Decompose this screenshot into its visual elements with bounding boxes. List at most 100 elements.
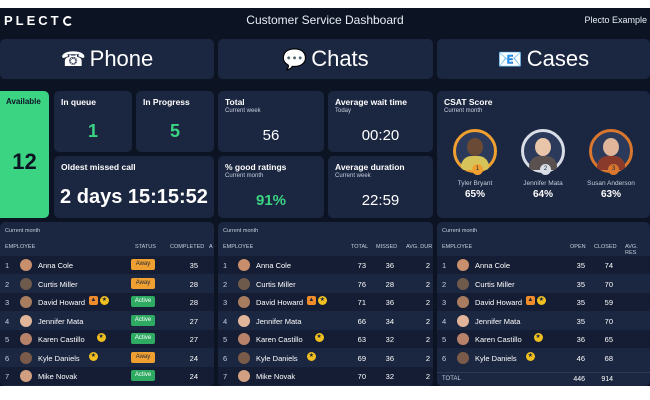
table-row[interactable]: 2 Curtis Miller 35 70 (437, 275, 650, 293)
good-ratings-tile: % good ratings Current month 91% (218, 156, 324, 218)
avatar (238, 259, 250, 271)
csat-person-name: Tyler Bryant (457, 180, 493, 187)
total-value: 69 (357, 353, 366, 363)
in-progress-tile: In Progress 5 (136, 91, 214, 152)
table-row[interactable]: 3 David Howard ▲ ★ 71 36 2 (218, 293, 433, 311)
avatar (457, 259, 469, 271)
avg-duration-value: 2 (425, 372, 430, 381)
table-period: Current month (223, 228, 259, 234)
open-value: 35 (576, 261, 585, 270)
col-more[interactable]: A (209, 244, 213, 250)
table-row[interactable]: 1 Anna Cole 35 74 (437, 256, 650, 274)
table-row[interactable]: 4 Jennifer Mata 35 70 (437, 312, 650, 330)
table-row[interactable]: 3 David Howard ▲ ★ 35 59 (437, 293, 650, 311)
missed-value: 32 (385, 372, 394, 381)
completed-value: 28 (189, 279, 198, 289)
table-row[interactable]: 3 David Howard ▲ ★ Active 28 (0, 293, 214, 311)
total-value: 66 (357, 316, 366, 326)
row-rank: 4 (5, 316, 10, 326)
open-value: 46 (576, 353, 585, 363)
row-rank: 2 (5, 279, 10, 289)
col-total[interactable]: TOTAL (351, 244, 369, 250)
avg-duration-period: Current week (335, 173, 371, 179)
cases-section-header: 📧 Cases (437, 39, 650, 79)
col-avg-resolution[interactable]: AVG. RES (625, 244, 638, 256)
table-row[interactable]: 6 Kyle Daniels ★ Away 24 (0, 349, 214, 367)
table-period: Current month (442, 228, 478, 234)
achievement-badge-icon: ★ (536, 296, 546, 305)
csat-person-name: Jennifer Mata (523, 180, 563, 187)
missed-value: 36 (385, 353, 394, 363)
col-employee[interactable]: EMPLOYEE (5, 244, 36, 250)
col-open[interactable]: OPEN (570, 244, 586, 250)
row-rank: 3 (223, 298, 228, 307)
csat-person-3: 3 Susan Anderson 63% (586, 129, 636, 200)
employee-name: Karen Castillo (38, 335, 85, 344)
table-row[interactable]: 4 Jennifer Mata Active 27 (0, 312, 214, 330)
employee-name: Curtis Miller (475, 279, 515, 289)
employee-name: Mike Novak (38, 372, 78, 381)
good-ratings-value: 91% (255, 192, 287, 209)
row-rank: 5 (223, 335, 228, 344)
table-row[interactable]: 1 Anna Cole Away 35 (0, 256, 214, 274)
csat-person-name: Susan Anderson (587, 180, 635, 187)
avatar: 3 (589, 129, 633, 175)
employee-name: Jennifer Mata (475, 316, 521, 326)
table-row[interactable]: 2 Curtis Miller Away 28 (0, 275, 214, 293)
avatar: 2 (521, 129, 565, 175)
avg-duration-value: 2 (425, 279, 430, 289)
avatar (238, 370, 250, 382)
in-queue-value: 1 (87, 121, 98, 141)
avatar (238, 333, 250, 345)
cases-section-title: Cases (526, 46, 590, 71)
col-employee[interactable]: EMPLOYEE (442, 244, 473, 250)
total-value: 76 (357, 279, 366, 289)
dashboard-screen: PLECT Customer Service Dashboard Plecto … (0, 8, 650, 386)
avg-duration-value: 22:59 (361, 192, 400, 209)
row-rank: 1 (5, 261, 10, 270)
achievement-badge-icon: ★ (96, 333, 106, 342)
table-row[interactable]: 4 Jennifer Mata 66 34 2 (218, 312, 433, 330)
table-row[interactable]: 5 Karen Castillo ★ 36 65 (437, 330, 650, 348)
completed-value: 28 (189, 298, 198, 307)
col-status[interactable]: STATUS (135, 244, 156, 250)
row-rank: 2 (442, 279, 447, 289)
rank-badge: 1 (472, 164, 483, 175)
employee-name: Mike Novak (256, 372, 296, 381)
row-rank: 5 (5, 335, 10, 344)
employee-name: Curtis Miller (38, 279, 78, 289)
oldest-missed-call-value: 2 days 15:15:52 (60, 186, 208, 208)
avatar (20, 351, 32, 364)
table-row[interactable]: 2 Curtis Miller 76 28 2 (218, 275, 433, 293)
chats-employee-table: Current month EMPLOYEE TOTAL MISSED AVG.… (218, 222, 433, 386)
table-row[interactable]: 5 Karen Castillo ★ Active 27 (0, 330, 214, 348)
oldest-missed-call-label: Oldest missed call (61, 162, 136, 172)
table-row[interactable]: 6 Kyle Daniels ★ 46 68 (437, 349, 650, 367)
table-row[interactable]: 6 Kyle Daniels ★ 69 36 2 (218, 349, 433, 367)
avatar (238, 351, 250, 364)
table-row[interactable]: 1 Anna Cole 73 36 2 (218, 256, 433, 274)
avg-duration-value: 2 (425, 335, 430, 344)
status-badge: Away (131, 351, 155, 363)
col-employee[interactable]: EMPLOYEE (223, 244, 254, 250)
csat-person-score: 63% (600, 189, 621, 200)
row-rank: 5 (442, 335, 447, 344)
table-row[interactable]: 7 Mike Novak Active 24 (0, 367, 214, 385)
col-missed[interactable]: MISSED (376, 244, 398, 250)
avg-wait-tile: Average wait time Today 00:20 (328, 91, 433, 152)
total-closed: 914 (601, 376, 613, 383)
col-completed[interactable]: COMPLETED (170, 244, 205, 250)
csat-score-tile: CSAT Score Current month 1 Tyler Bryant … (437, 91, 650, 218)
table-row[interactable]: 5 Karen Castillo ★ 63 32 2 (218, 330, 433, 348)
employee-name: Kyle Daniels (38, 353, 80, 363)
total-value: 71 (357, 298, 366, 307)
fire-badge-icon: ▲ (525, 296, 535, 305)
csat-person-score: 65% (464, 189, 485, 200)
row-rank: 6 (223, 353, 228, 363)
completed-value: 27 (189, 335, 198, 344)
row-rank: 6 (5, 353, 10, 363)
col-closed[interactable]: CLOSED (594, 244, 617, 250)
total-open: 446 (573, 376, 585, 383)
table-row[interactable]: 7 Mike Novak 70 32 2 (218, 367, 433, 385)
col-avg-duration[interactable]: AVG. DUR (406, 244, 433, 250)
